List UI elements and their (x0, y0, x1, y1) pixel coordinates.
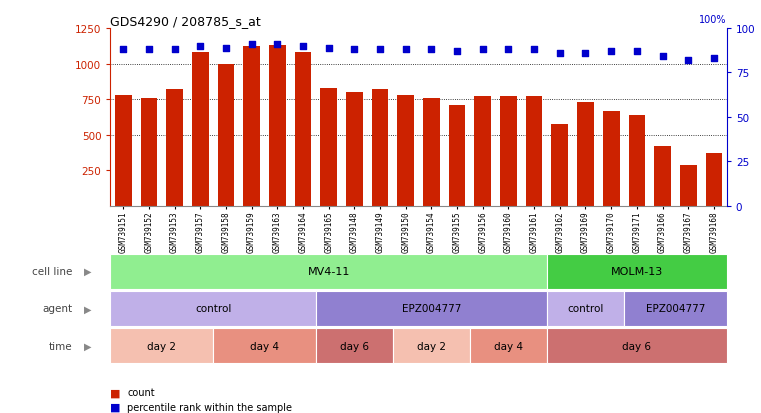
Bar (654, 147, 671, 206)
Text: count: count (127, 387, 154, 397)
Point (502, 47, 514, 54)
Bar (474, 97, 491, 206)
Text: ■: ■ (110, 402, 124, 412)
Bar (603, 112, 619, 206)
Point (708, 56, 720, 62)
Text: EPZ004777: EPZ004777 (645, 304, 705, 314)
Point (451, 49, 463, 55)
Point (554, 50, 566, 57)
Point (579, 50, 591, 57)
Text: day 2: day 2 (147, 341, 177, 351)
Point (246, 42, 258, 48)
Point (143, 47, 155, 54)
Point (631, 49, 643, 55)
Text: ■: ■ (110, 387, 124, 397)
Text: cell line: cell line (32, 266, 72, 277)
Point (194, 43, 206, 50)
Bar (397, 96, 414, 206)
Bar (500, 96, 517, 206)
Bar (680, 165, 696, 206)
Point (400, 47, 412, 54)
Bar (346, 93, 363, 206)
Text: day 4: day 4 (250, 341, 279, 351)
Point (682, 57, 694, 64)
Bar (320, 88, 337, 206)
Text: time: time (49, 341, 72, 351)
Text: GDS4290 / 208785_s_at: GDS4290 / 208785_s_at (110, 15, 261, 28)
Bar (629, 116, 645, 206)
Text: MOLM-13: MOLM-13 (611, 266, 663, 277)
Text: control: control (567, 304, 603, 314)
Bar (705, 154, 722, 206)
Point (168, 47, 180, 54)
Point (657, 54, 669, 61)
Bar (141, 99, 158, 206)
Bar (295, 53, 311, 206)
Text: ▶: ▶ (84, 304, 91, 314)
Bar (577, 103, 594, 206)
Bar (192, 53, 209, 206)
Point (605, 49, 617, 55)
Text: day 2: day 2 (417, 341, 446, 351)
Bar (166, 90, 183, 206)
Point (220, 45, 232, 52)
Text: day 4: day 4 (494, 341, 523, 351)
Bar (423, 99, 440, 206)
Bar (218, 64, 234, 206)
Bar (449, 106, 466, 206)
Point (297, 43, 309, 50)
Point (349, 47, 361, 54)
Bar (115, 96, 132, 206)
Text: EPZ004777: EPZ004777 (402, 304, 461, 314)
Text: day 6: day 6 (340, 341, 369, 351)
Bar (526, 96, 543, 206)
Point (374, 47, 386, 54)
Text: MV4-11: MV4-11 (307, 266, 350, 277)
Bar (269, 46, 285, 206)
Point (425, 47, 438, 54)
Text: ▶: ▶ (84, 341, 91, 351)
Text: percentile rank within the sample: percentile rank within the sample (127, 402, 292, 412)
Bar (552, 125, 568, 206)
Point (117, 47, 129, 54)
Point (476, 47, 489, 54)
Text: agent: agent (42, 304, 72, 314)
Text: ▶: ▶ (84, 266, 91, 277)
Bar (371, 90, 388, 206)
Point (528, 47, 540, 54)
Point (323, 45, 335, 52)
Text: day 6: day 6 (622, 341, 651, 351)
Text: control: control (195, 304, 231, 314)
Bar (244, 47, 260, 206)
Text: 100%: 100% (699, 14, 727, 24)
Point (271, 42, 283, 48)
